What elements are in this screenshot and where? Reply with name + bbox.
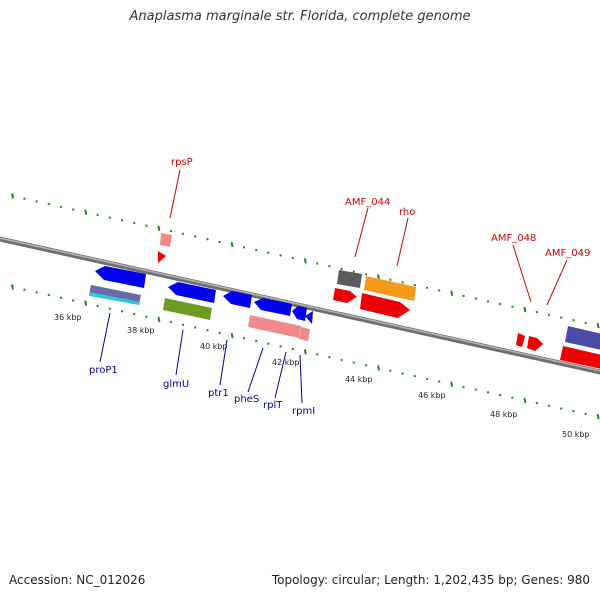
gene-rpsP[interactable]	[160, 233, 172, 247]
gene-AMF-044[interactable]	[337, 270, 362, 288]
gene-label-ptr1[interactable]: ptr1	[208, 388, 229, 399]
tick-label: 42 kbp	[272, 358, 300, 367]
reverse-scale-ticks	[11, 284, 600, 420]
forward-scale-tick	[596, 322, 600, 329]
gene-label-pheS[interactable]: pheS	[234, 394, 259, 405]
gene-proP1-strip[interactable]	[89, 292, 140, 305]
map-title: Anaplasma marginale str. Florida, comple…	[129, 9, 471, 24]
gene-glmU[interactable]	[163, 298, 212, 320]
gene-rplT-block[interactable]	[299, 327, 310, 341]
scale-labels: 36 kbp 38 kbp 40 kbp 42 kbp 44 kbp 46 kb…	[54, 313, 590, 439]
gene-AMF-048[interactable]	[516, 333, 525, 347]
forward-scale-tick	[450, 290, 454, 296]
gene-label-glmU[interactable]: glmU	[163, 379, 189, 390]
leader-AMF-048	[512, 244, 532, 303]
leader-rho	[396, 217, 409, 267]
gene-rho[interactable]	[364, 276, 416, 301]
leader-rpsP	[169, 169, 181, 219]
gene-label-AMF-049[interactable]: AMF_049	[545, 248, 590, 259]
tick-label: 46 kbp	[418, 391, 446, 400]
gene-pheS-block[interactable]	[248, 315, 301, 338]
gene-label-rplT[interactable]: rplT	[263, 400, 283, 411]
tick-label: 40 kbp	[200, 342, 228, 351]
forward-scale-tick	[523, 306, 527, 313]
forward-scale-ticks	[11, 193, 600, 329]
leader-rplT	[274, 351, 287, 399]
forward-features	[158, 233, 600, 369]
reverse-scale-tick	[523, 397, 527, 404]
gene-AMF-049[interactable]	[527, 336, 543, 351]
reverse-scale-tick	[157, 316, 161, 323]
gene-label-AMF-048[interactable]: AMF_048	[491, 233, 536, 244]
gene-label-AMF-044[interactable]: AMF_044	[345, 197, 390, 208]
gene-label-rpsP[interactable]: rpsP	[171, 157, 193, 168]
reverse-scale-tick	[230, 332, 234, 339]
tick-label: 48 kbp	[490, 410, 518, 419]
leader-glmU	[175, 329, 184, 376]
gene-rplT[interactable]	[292, 306, 307, 321]
tick-label: 38 kbp	[127, 326, 155, 335]
gene-label-rho[interactable]: rho	[399, 207, 415, 218]
accession-text: Accession: NC_012026	[9, 573, 146, 587]
leader-AMF-044	[354, 207, 369, 258]
gene-label-proP1[interactable]: proP1	[89, 365, 118, 376]
gene-ptr1[interactable]	[223, 291, 252, 308]
gene-AMF-044-partner[interactable]	[333, 288, 357, 303]
forward-scale-tick	[303, 258, 307, 264]
reverse-scale-tick	[596, 413, 600, 420]
gene-proP1-arrow[interactable]	[95, 266, 146, 288]
reverse-scale-tick	[84, 300, 88, 306]
forward-scale-tick	[157, 225, 161, 232]
gene-rho-partner[interactable]	[360, 293, 410, 318]
reverse-scale-tick	[11, 284, 14, 290]
gene-rpsP-partner[interactable]	[158, 251, 166, 263]
forward-scale-tick	[377, 274, 380, 280]
tick-label: 50 kbp	[562, 430, 590, 439]
tick-label: 36 kbp	[54, 313, 82, 322]
forward-scale-tick	[11, 193, 14, 199]
reverse-scale-tick	[303, 349, 307, 355]
tick-label: 44 kbp	[345, 375, 373, 384]
gene-pheS[interactable]	[254, 298, 292, 316]
leader-proP1	[99, 312, 111, 363]
leader-rpmI	[299, 354, 303, 404]
forward-scale-tick	[84, 209, 88, 215]
gene-far-right-bottom[interactable]	[560, 346, 600, 369]
gene-far-right-top[interactable]	[565, 326, 600, 350]
gene-labels: rpsP AMF_044 rho AMF_048 AMF_049 proP1 g…	[89, 157, 590, 417]
reverse-features	[89, 266, 313, 341]
leader-ptr1	[219, 339, 228, 386]
gene-rpmI[interactable]	[305, 311, 313, 324]
leader-AMF-049	[546, 259, 568, 306]
label-leaders	[99, 169, 568, 404]
reverse-scale-tick	[377, 365, 380, 371]
reverse-scale-tick	[450, 381, 454, 387]
gene-label-rpmI[interactable]: rpmI	[292, 406, 315, 417]
leader-pheS	[247, 347, 264, 393]
genome-stats-text: Topology: circular; Length: 1,202,435 bp…	[271, 573, 590, 587]
genome-backbone-highlight	[0, 237, 600, 372]
forward-scale-tick	[230, 241, 234, 248]
genome-backbone	[0, 236, 600, 375]
gene-glmU-arrow[interactable]	[168, 282, 216, 303]
